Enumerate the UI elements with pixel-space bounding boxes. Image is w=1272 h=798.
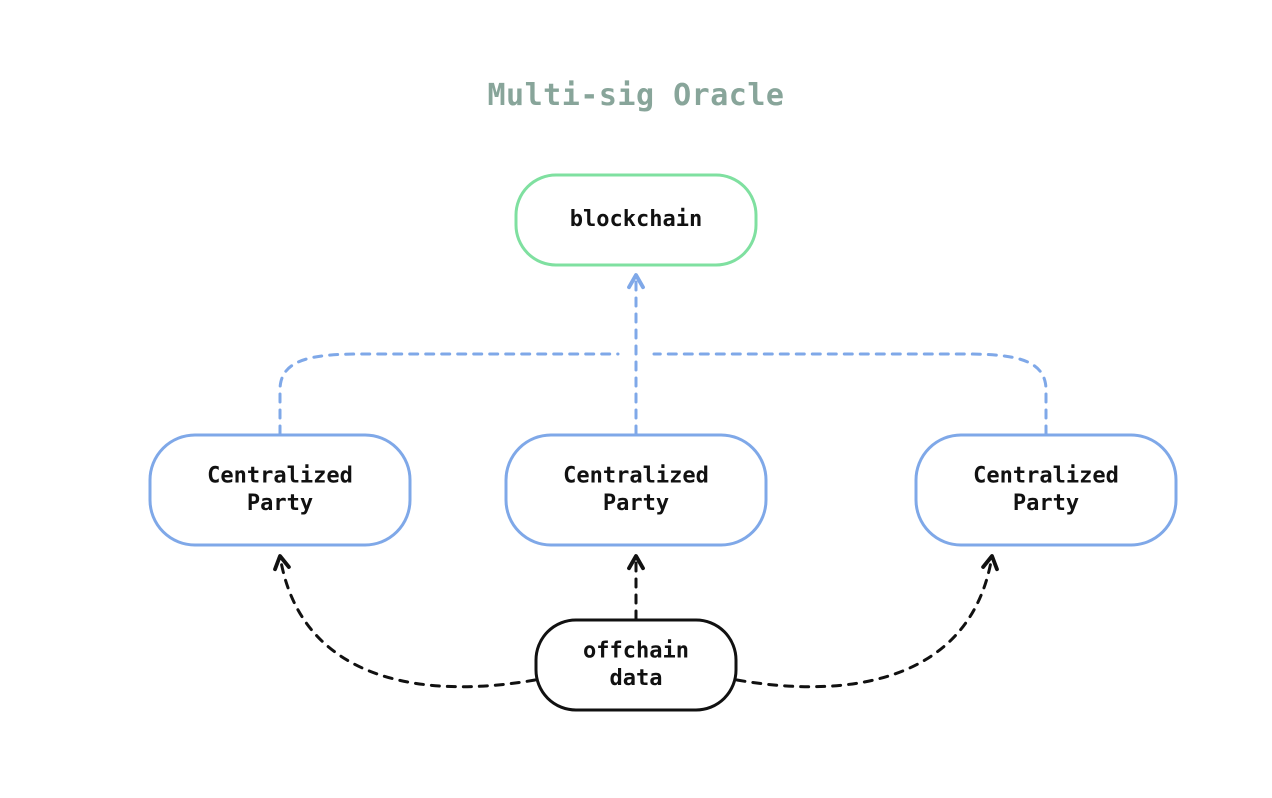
node-party-mid: Centralized Party [506, 435, 766, 545]
edge-right-to-blockchain [654, 354, 1046, 434]
node-party-right-label-0: Centralized [973, 463, 1119, 488]
diagram-title: Multi-sig Oracle [488, 78, 785, 113]
nodes-layer: blockchain Centralized Party Centralized Par… [150, 175, 1176, 710]
edge-offchain-to-left [280, 556, 535, 687]
edge-offchain-to-right [737, 556, 992, 687]
node-offchain-label-1: data [610, 666, 663, 691]
node-offchain-label-0: offchain [583, 638, 689, 663]
node-offchain: offchain data [536, 620, 736, 710]
node-party-left: Centralized Party [150, 435, 410, 545]
diagram-canvas: Multi-sig Oracle blockchain Centralized Par… [0, 0, 1272, 798]
node-blockchain: blockchain [516, 175, 756, 265]
edge-left-to-blockchain [280, 354, 618, 434]
node-blockchain-label-0: blockchain [570, 207, 702, 232]
node-party-right-label-1: Party [1013, 491, 1079, 516]
node-party-left-label-0: Centralized [207, 463, 353, 488]
node-party-mid-label-1: Party [603, 491, 669, 516]
node-party-left-label-1: Party [247, 491, 313, 516]
node-party-right: Centralized Party [916, 435, 1176, 545]
node-party-mid-label-0: Centralized [563, 463, 709, 488]
